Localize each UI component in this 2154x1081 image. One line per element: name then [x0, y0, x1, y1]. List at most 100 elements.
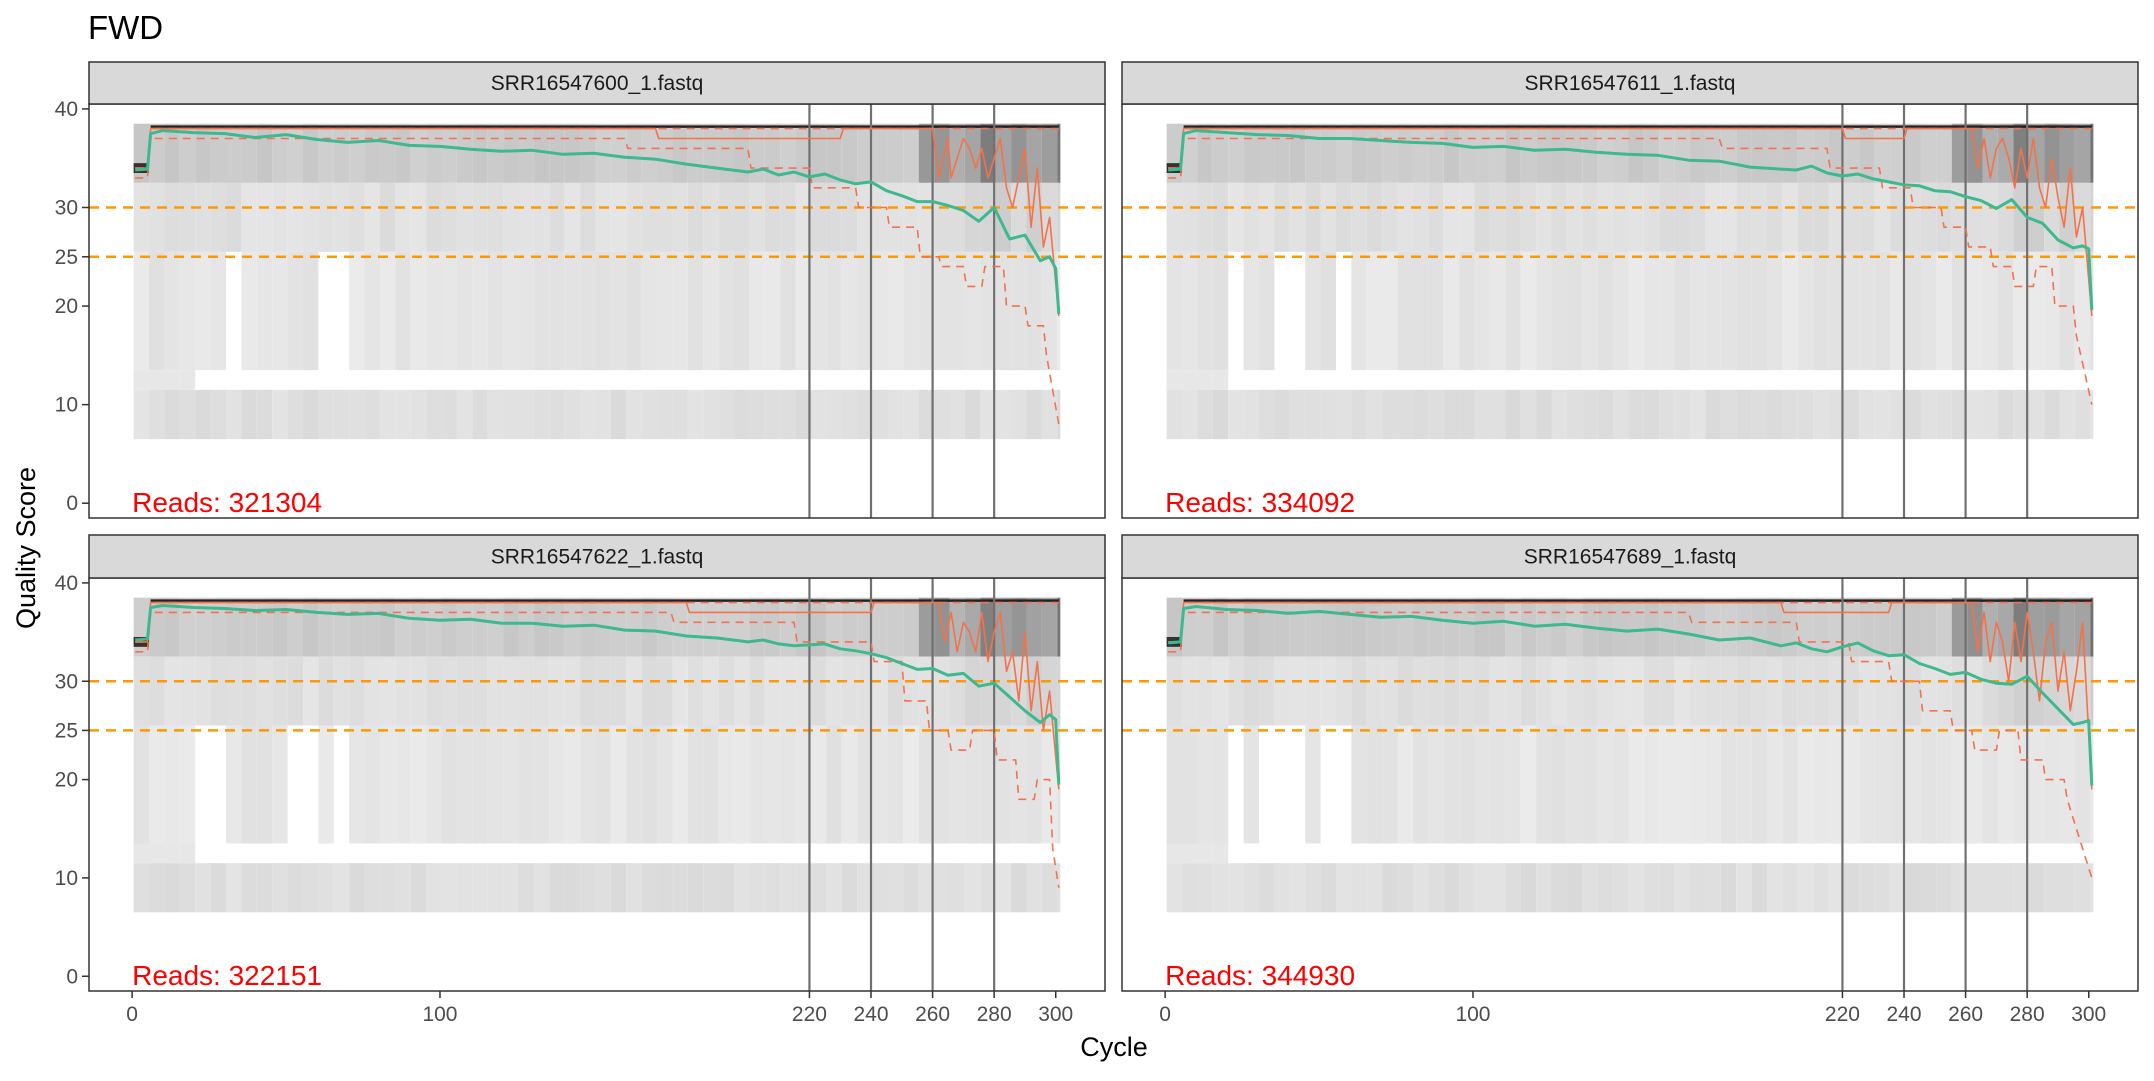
heatmap-cell	[1767, 725, 1783, 844]
heatmap-cell	[2044, 123, 2060, 183]
heatmap-cell	[2044, 725, 2060, 844]
x-tick-label: 300	[1038, 1003, 1073, 1026]
heatmap-cell	[410, 182, 427, 252]
facet-strip	[88, 534, 1106, 579]
heatmap-cell	[1505, 725, 1521, 844]
heatmap-cell	[1536, 251, 1552, 371]
heatmap-cell	[826, 725, 842, 844]
heatmap-cell	[1351, 251, 1367, 371]
heatmap-cell	[641, 251, 658, 371]
heatmap-cell	[887, 597, 904, 657]
heatmap-cell	[410, 725, 427, 844]
heatmap-cell	[395, 251, 411, 371]
heatmap-cell	[1951, 725, 1968, 844]
heatmap-cell	[1212, 597, 1229, 657]
heatmap-cell	[1305, 389, 1321, 440]
heatmap-cell	[302, 389, 319, 440]
heatmap-cell	[964, 251, 981, 371]
mean-line	[1168, 129, 2094, 311]
heatmap-cell	[1782, 725, 1798, 844]
heatmap-cell	[595, 656, 611, 726]
heatmap-cell	[687, 597, 704, 657]
heatmap-cell	[456, 597, 473, 657]
heatmap-cell	[456, 389, 473, 440]
heatmap-cell	[1951, 123, 1968, 183]
heatmap-cell	[318, 389, 334, 440]
heatmap-cell	[1397, 656, 1413, 726]
heatmap-cell	[518, 863, 534, 913]
heatmap-cell	[1828, 656, 1844, 726]
heatmap-cell	[1751, 251, 1768, 371]
heatmap-cell	[287, 863, 303, 913]
heatmap-cell	[1011, 123, 1027, 183]
heatmap-cell	[657, 123, 673, 183]
heatmap-cell	[549, 725, 565, 844]
heatmap-cell	[1274, 656, 1290, 726]
heatmap-cell	[1874, 182, 1891, 252]
heatmap-cell	[672, 389, 688, 440]
heatmap-cell	[564, 251, 581, 371]
heatmap-cell	[179, 182, 196, 252]
heatmap-cell	[379, 725, 396, 844]
heatmap-cell	[580, 863, 596, 913]
heatmap-cell	[287, 656, 303, 726]
heatmap-cell	[595, 389, 611, 440]
heatmap-cell	[1751, 656, 1768, 726]
heatmap-cell	[1920, 656, 1937, 726]
heatmap-cell	[672, 123, 688, 183]
heatmap-cell	[1982, 656, 1998, 726]
heatmap-cell	[1874, 597, 1891, 657]
heatmap-cell	[1351, 863, 1367, 913]
heatmap-cell	[841, 656, 858, 726]
heatmap-cell	[734, 182, 750, 252]
heatmap-cell	[995, 725, 1012, 844]
heatmap-cell	[1212, 182, 1229, 252]
heatmap-cell	[149, 656, 165, 726]
heatmap-cell	[1289, 656, 1306, 726]
heatmap-cell	[2028, 597, 2045, 657]
heatmap-cell	[610, 725, 627, 844]
heatmap-cell	[1474, 123, 1490, 183]
heatmap-cell	[549, 656, 565, 726]
heatmap-cell	[272, 182, 288, 252]
heatmap-cell	[872, 597, 888, 657]
heatmap-cell	[626, 863, 642, 913]
heatmap-cell	[1551, 725, 1567, 844]
x-axis: 0 100 220 240 260 280 300 0 100 220 240 260 280 300	[126, 991, 2106, 1026]
heatmap-cell	[1720, 389, 1737, 440]
x-tick-label: 0	[126, 1003, 138, 1026]
x-tick-label: 100	[1455, 1003, 1490, 1026]
heatmap-cell	[487, 656, 504, 726]
heatmap-cell	[949, 182, 965, 252]
heatmap-cell	[980, 863, 996, 913]
heatmap-cell	[580, 656, 596, 726]
heatmap-cell	[1797, 389, 1814, 440]
heatmap-cell	[1674, 389, 1691, 440]
y-tick-label: 30	[55, 670, 78, 693]
heatmap-cell	[1428, 123, 1444, 183]
heatmap-cell	[2013, 182, 2029, 252]
heatmap-cell	[564, 863, 581, 913]
heatmap-cell	[641, 597, 658, 657]
heatmap-cell	[379, 389, 396, 440]
heatmap-cell	[980, 251, 996, 371]
heatmap-cell	[2090, 656, 2094, 726]
heatmap-cell	[410, 656, 427, 726]
heatmap-cell	[1813, 389, 1829, 440]
heatmap-cell	[2059, 863, 2075, 913]
heatmap-cell	[1443, 656, 1460, 726]
heatmap-cell	[1459, 182, 1475, 252]
heatmap-cell	[395, 182, 411, 252]
heatmap-cell	[1382, 656, 1398, 726]
heatmap-cell	[395, 656, 411, 726]
heatmap-cell	[1305, 123, 1321, 183]
heatmap-cell	[780, 656, 796, 726]
heatmap-cell	[934, 182, 950, 252]
heatmap-cell	[1259, 597, 1275, 657]
heatmap-cell	[1166, 597, 1183, 657]
heatmap-cell	[934, 725, 950, 844]
heatmap-cell	[256, 251, 273, 371]
heatmap-cell	[1613, 251, 1629, 371]
heatmap-cell	[595, 725, 611, 844]
heatmap-cell	[318, 123, 334, 183]
